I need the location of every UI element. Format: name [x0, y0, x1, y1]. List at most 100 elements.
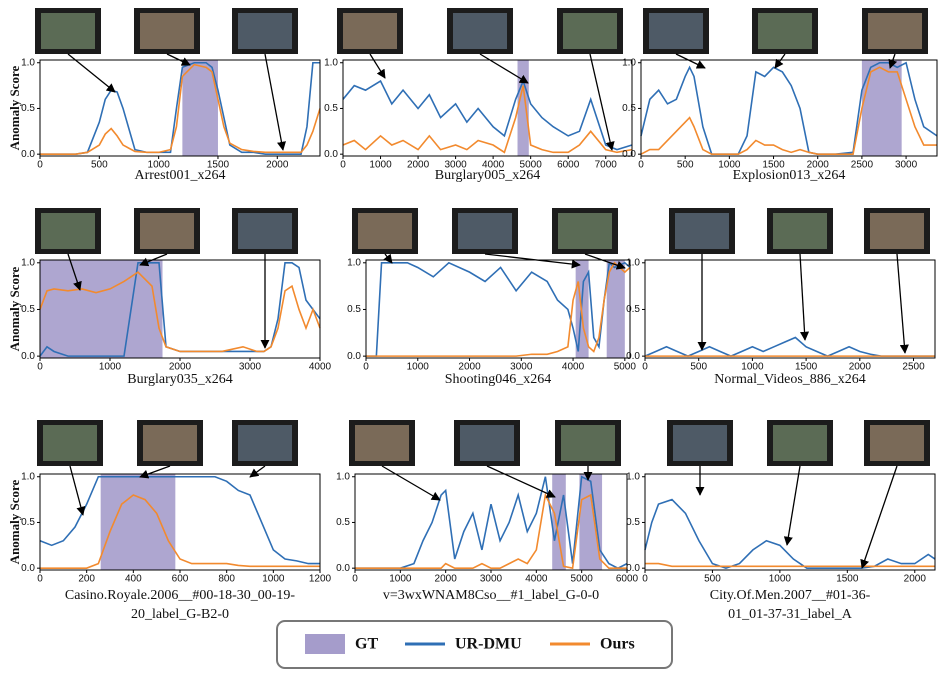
x-tick-label: 0: [363, 362, 369, 373]
x-tick-label: 200: [78, 574, 95, 585]
y-tick-label: 1.0: [626, 257, 640, 268]
caption: City.Of.Men.2007__#01-36-: [710, 588, 871, 603]
series-line: [640, 66, 937, 155]
caption: Shooting046_x264: [445, 372, 552, 387]
series-line: [39, 475, 320, 565]
x-tick-label: 0: [37, 160, 43, 171]
x-tick-label: 4000: [309, 362, 332, 373]
gt-span: [517, 60, 529, 156]
thumbnail-scene: [41, 213, 95, 249]
y-tick-label: 0.0: [336, 563, 350, 574]
arrow: [264, 53, 286, 151]
subplot: 0 500 1000 1500 2000 2500 0.0 0.5 1.0 Normal_Vide…: [626, 208, 936, 387]
thumbnail-scene: [140, 13, 194, 49]
x-tick-label: 3000: [510, 362, 533, 373]
x-tick-label: 2000: [458, 362, 481, 373]
x-tick-label: 6000: [616, 574, 639, 585]
y-axis-label: Anomaly Score: [7, 479, 22, 564]
arrow: [479, 53, 529, 84]
arrow: [139, 253, 168, 267]
arrow: [139, 465, 171, 479]
series-line: [366, 261, 631, 357]
arrow: [369, 53, 386, 79]
x-tick-label: 2500: [902, 362, 925, 373]
y-tick-label: 0.5: [21, 103, 35, 114]
gt-span: [182, 60, 218, 156]
arrow: [484, 253, 581, 269]
y-tick-label: 0.5: [21, 304, 35, 315]
x-tick-label: 3000: [895, 160, 918, 171]
x-tick-label: 400: [125, 574, 142, 585]
y-tick-label: 0.5: [622, 103, 636, 114]
arrow: [67, 53, 116, 93]
x-tick-label: 1500: [836, 574, 859, 585]
subplot: 0 1000 2000 3000 4000 5000 6000 7000 0.0 0.5 1.0 Bu…: [324, 8, 633, 183]
x-tick-label: 0: [638, 160, 644, 171]
arrow: [799, 253, 810, 341]
subplot: 0 500 1000 1500 2000 0.0 0.5 1.0 City.Of.Men.200…: [626, 420, 936, 622]
x-tick-label: 2000: [407, 160, 430, 171]
thumbnail-scene: [758, 13, 812, 49]
x-tick-label: 2000: [807, 160, 830, 171]
y-tick-label: 1.0: [21, 471, 35, 482]
x-tick-label: 1000: [99, 362, 122, 373]
x-tick-label: 1000: [148, 160, 171, 171]
y-tick-label: 0.0: [21, 351, 35, 362]
x-tick-label: 0: [37, 574, 43, 585]
thumbnail-scene: [41, 13, 95, 49]
y-tick-label: 0.0: [21, 563, 35, 574]
x-tick-label: 800: [218, 574, 235, 585]
y-tick-label: 0.5: [21, 517, 35, 528]
thumbnail-scene: [773, 213, 827, 249]
legend: GT UR-DMU Ours: [276, 620, 673, 669]
thumbnail-scene: [673, 425, 727, 461]
series-line: [640, 61, 938, 155]
x-tick-label: 2000: [169, 362, 192, 373]
thumbnail-scene: [43, 425, 97, 461]
x-tick-label: 500: [677, 160, 694, 171]
x-tick-label: 2000: [849, 362, 872, 373]
legend-label: UR-DMU: [455, 636, 522, 653]
x-tick-label: 1000: [369, 160, 392, 171]
y-axis-label: Anomaly Score: [7, 65, 22, 150]
thumbnail-scene: [143, 425, 197, 461]
y-tick-label: 0.5: [626, 517, 640, 528]
arrow: [783, 465, 801, 546]
x-tick-label: 5000: [520, 160, 543, 171]
gt-span: [40, 260, 163, 358]
y-tick-label: 0.0: [21, 149, 35, 160]
arrow: [589, 53, 615, 151]
thumbnail-scene: [238, 13, 292, 49]
caption: Explosion013_x264: [733, 168, 846, 183]
gt-span: [606, 260, 625, 358]
y-tick-label: 0.5: [324, 103, 338, 114]
x-tick-label: 600: [172, 574, 189, 585]
plot-frame: [365, 259, 631, 359]
x-tick-label: 1000: [769, 574, 792, 585]
legend-box: [276, 620, 673, 669]
x-tick-label: 1200: [309, 574, 332, 585]
thumbnail-scene: [140, 213, 194, 249]
series-line: [366, 261, 631, 357]
caption: Burglary005_x264: [435, 168, 541, 183]
y-tick-label: 1.0: [626, 471, 640, 482]
y-tick-label: 0.0: [626, 351, 640, 362]
x-tick-label: 500: [690, 362, 707, 373]
thumbnail-scene: [355, 425, 409, 461]
series-line: [40, 494, 320, 569]
x-tick-label: 1500: [795, 362, 818, 373]
legend-label: GT: [355, 636, 378, 653]
thumbnail-scene: [358, 213, 412, 249]
caption: Normal_Videos_886_x264: [714, 372, 866, 387]
subplot: 0 1000 2000 3000 4000 5000 60000.00.51.0v=3wxW…: [336, 420, 639, 603]
plot-frame: [39, 473, 321, 571]
thumbnail-scene: [675, 213, 729, 249]
y-tick-label: 0.5: [626, 304, 640, 315]
y-tick-label: 0.0: [347, 351, 361, 362]
arrow: [675, 53, 706, 69]
arrow: [383, 253, 393, 264]
y-axis-label: Anomaly Score: [7, 266, 22, 351]
x-tick-label: 4000: [525, 574, 548, 585]
